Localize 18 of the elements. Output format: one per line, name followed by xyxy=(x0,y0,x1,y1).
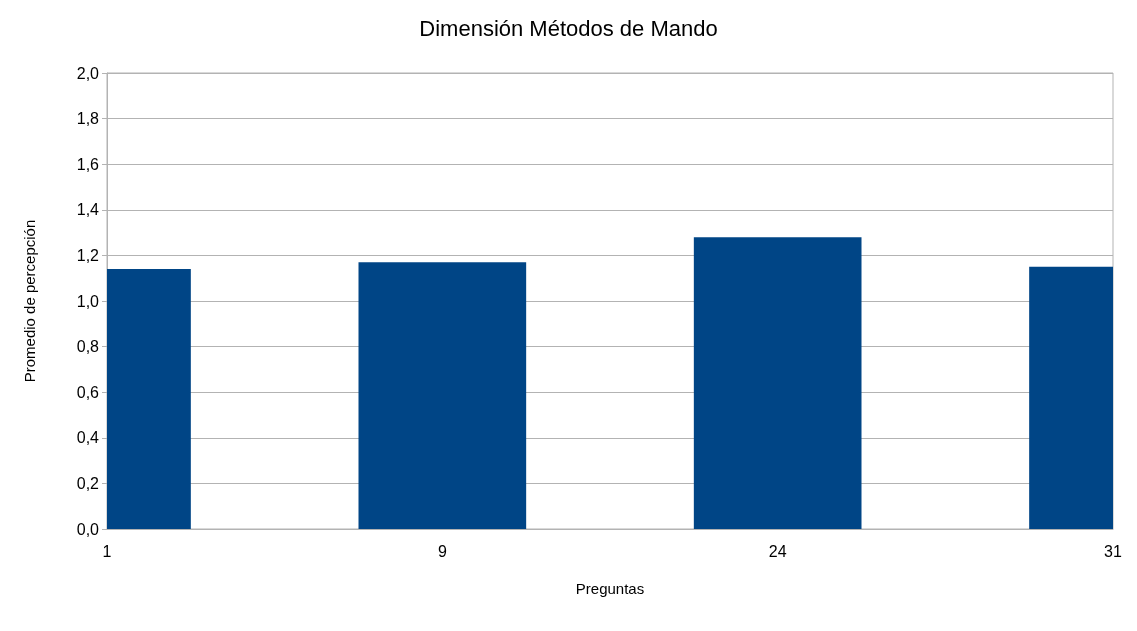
y-tick-label: 0,0 xyxy=(76,520,100,538)
x-tick-label: 24 xyxy=(768,542,787,560)
chart-title: Dimensión Métodos de Mando xyxy=(419,15,718,41)
y-tick-label: 0,8 xyxy=(76,338,100,356)
x-tick-label: 31 xyxy=(1104,542,1122,560)
y-axis-title: Promedio de percepción xyxy=(21,219,38,383)
x-tick-label: 1 xyxy=(102,542,112,560)
y-tick-label: 1,8 xyxy=(76,110,100,128)
y-tick-label: 0,4 xyxy=(76,429,100,447)
x-axis-title: Preguntas xyxy=(575,580,645,597)
y-tick-label: 1,0 xyxy=(76,292,100,310)
y-tick-label: 0,6 xyxy=(76,383,100,401)
x-tick-label: 9 xyxy=(437,542,447,560)
y-tick-label: 2,0 xyxy=(76,64,100,82)
y-tick-label: 1,2 xyxy=(76,246,100,264)
y-tick-label: 1,4 xyxy=(76,201,100,219)
y-tick-label: 0,2 xyxy=(76,474,100,492)
y-tick-label: 1,6 xyxy=(76,155,100,173)
